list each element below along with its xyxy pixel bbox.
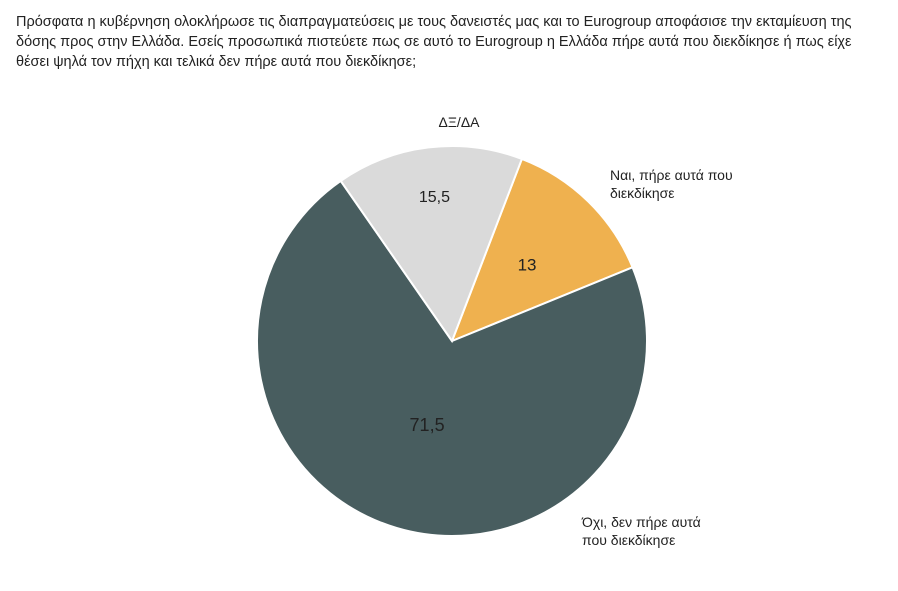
slice-value-label: 13 bbox=[518, 255, 537, 274]
pie-slice bbox=[339, 145, 524, 344]
pie-slice bbox=[450, 157, 634, 343]
pie-value-labels: 13 71,5 15,5 bbox=[410, 189, 537, 435]
question-text: Πρόσφατα η κυβέρνηση ολοκλήρωσε τις διαπ… bbox=[16, 14, 852, 70]
pie-category-labels: Ναι, πήρε αυτά που διεκδίκησε Όχι, δεν πήρ… bbox=[438, 114, 732, 548]
slice-value-label: 15,5 bbox=[419, 189, 450, 206]
slice-category-label: Ναι, πήρε αυτά που διεκδίκησε bbox=[610, 167, 733, 201]
slice-value-label: 71,5 bbox=[410, 415, 445, 435]
pie-slice bbox=[256, 179, 648, 537]
slice-category-label: Όχι, δεν πήρε αυτά που διεκδίκησε bbox=[581, 514, 701, 548]
pie-slices bbox=[256, 145, 648, 537]
slice-category-label: ΔΞ/ΔΑ bbox=[438, 114, 480, 130]
